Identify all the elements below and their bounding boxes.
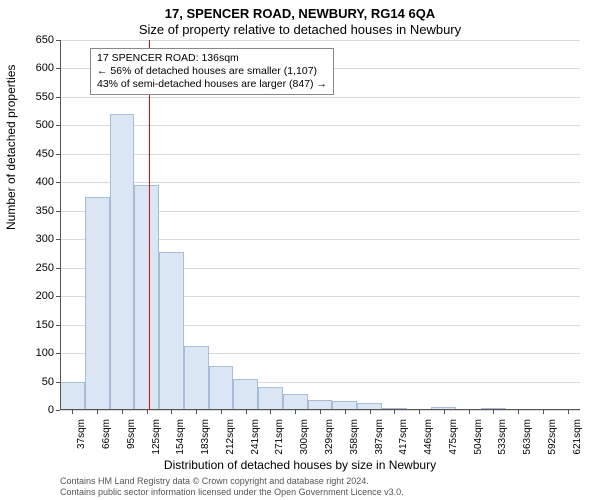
- histogram-bar: [85, 197, 110, 410]
- x-tick-mark: [469, 410, 470, 414]
- histogram-bar: [184, 346, 209, 410]
- gridline: [60, 125, 580, 126]
- x-tick-label: 504sqm: [473, 416, 484, 455]
- x-tick-label: 154sqm: [175, 416, 186, 455]
- x-tick-mark: [370, 410, 371, 414]
- info-line-1: 17 SPENCER ROAD: 136sqm: [97, 52, 327, 65]
- x-tick-label: 271sqm: [274, 416, 285, 455]
- x-tick-mark: [171, 410, 172, 414]
- x-tick-mark: [196, 410, 197, 414]
- y-axis: [60, 40, 61, 410]
- x-tick-mark: [493, 410, 494, 414]
- property-marker-line: [149, 40, 150, 410]
- x-tick-mark: [147, 410, 148, 414]
- histogram-bar: [159, 252, 184, 410]
- histogram-bar: [110, 114, 135, 410]
- x-tick-label: 475sqm: [448, 416, 459, 455]
- x-tick-label: 417sqm: [398, 416, 409, 455]
- histogram-bar: [60, 382, 85, 410]
- x-tick-mark: [246, 410, 247, 414]
- gridline: [60, 182, 580, 183]
- histogram-bar: [134, 185, 159, 410]
- x-tick-label: 621sqm: [572, 416, 583, 455]
- info-line-3: 43% of semi-detached houses are larger (…: [97, 78, 327, 91]
- x-tick-label: 212sqm: [225, 416, 236, 455]
- footer-attribution: Contains HM Land Registry data © Crown c…: [60, 476, 404, 497]
- histogram-bar: [233, 379, 258, 410]
- gridline: [60, 97, 580, 98]
- x-tick-mark: [419, 410, 420, 414]
- gridline: [60, 40, 580, 41]
- chart-plot-area: 0501001502002503003504004505005506006503…: [60, 40, 580, 410]
- y-tick-mark: [56, 410, 60, 411]
- x-tick-mark: [394, 410, 395, 414]
- x-tick-mark: [97, 410, 98, 414]
- x-axis: [60, 409, 580, 410]
- gridline: [60, 154, 580, 155]
- x-tick-label: 358sqm: [349, 416, 360, 455]
- histogram-bar: [209, 366, 234, 410]
- x-tick-label: 387sqm: [374, 416, 385, 455]
- x-tick-mark: [345, 410, 346, 414]
- x-tick-label: 125sqm: [151, 416, 162, 455]
- x-tick-mark: [270, 410, 271, 414]
- x-tick-mark: [320, 410, 321, 414]
- footer-line-2: Contains public sector information licen…: [60, 487, 404, 497]
- x-tick-label: 592sqm: [547, 416, 558, 455]
- info-box: 17 SPENCER ROAD: 136sqm ← 56% of detache…: [90, 48, 334, 95]
- x-tick-label: 533sqm: [497, 416, 508, 455]
- histogram-bar: [283, 394, 308, 410]
- x-tick-label: 300sqm: [299, 416, 310, 455]
- x-tick-mark: [568, 410, 569, 414]
- x-tick-label: 183sqm: [200, 416, 211, 455]
- x-tick-label: 37sqm: [76, 416, 87, 449]
- x-tick-mark: [543, 410, 544, 414]
- x-tick-label: 66sqm: [101, 416, 112, 449]
- x-tick-label: 446sqm: [423, 416, 434, 455]
- chart-title-sub: Size of property relative to detached ho…: [0, 22, 600, 37]
- x-tick-mark: [72, 410, 73, 414]
- x-tick-mark: [221, 410, 222, 414]
- x-tick-label: 95sqm: [126, 416, 137, 449]
- footer-line-1: Contains HM Land Registry data © Crown c…: [60, 476, 404, 486]
- x-tick-mark: [444, 410, 445, 414]
- x-tick-label: 329sqm: [324, 416, 335, 455]
- x-tick-mark: [122, 410, 123, 414]
- histogram-bar: [258, 387, 283, 410]
- x-tick-label: 563sqm: [522, 416, 533, 455]
- y-axis-label: Number of detached properties: [4, 65, 18, 230]
- x-tick-mark: [295, 410, 296, 414]
- x-axis-label: Distribution of detached houses by size …: [0, 458, 600, 472]
- x-tick-label: 241sqm: [250, 416, 261, 455]
- x-tick-mark: [518, 410, 519, 414]
- chart-title-address: 17, SPENCER ROAD, NEWBURY, RG14 6QA: [0, 6, 600, 21]
- info-line-2: ← 56% of detached houses are smaller (1,…: [97, 65, 327, 78]
